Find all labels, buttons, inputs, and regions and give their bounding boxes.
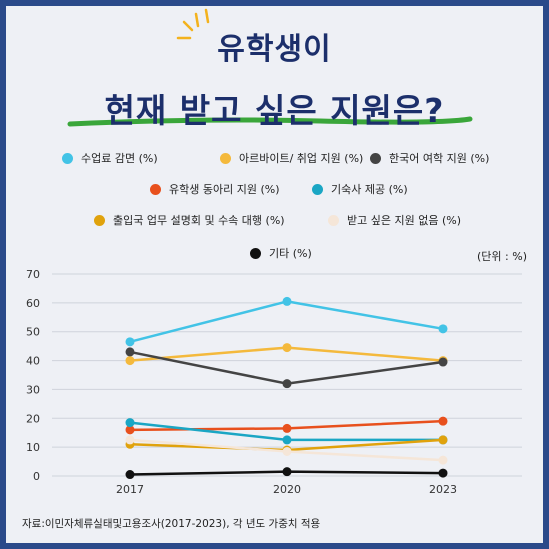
data-point — [125, 470, 135, 480]
legend-swatch — [250, 247, 261, 259]
legend-label: 출입국 업무 설명회 및 수속 대행 (%) — [113, 214, 285, 227]
data-point — [438, 435, 448, 445]
legend-label: 수업료 감면 (%) — [81, 152, 158, 165]
data-point — [438, 416, 448, 426]
y-tick-label: 30 — [26, 383, 40, 396]
legend-label: 받고 싶은 지원 없음 (%) — [347, 214, 461, 227]
y-tick-label: 20 — [26, 412, 40, 425]
legend-label: 아르바이트/ 취업 지원 (%) — [239, 152, 364, 165]
legend-item: 기타 (%) — [250, 245, 312, 261]
data-point — [282, 467, 292, 477]
data-point — [438, 455, 448, 465]
data-point — [125, 356, 135, 366]
data-point — [282, 379, 292, 389]
legend-item: 유학생 동아리 지원 (%) — [150, 181, 279, 197]
legend-item: 출입국 업무 설명회 및 수속 대행 (%) — [94, 212, 285, 228]
legend-item: 기숙사 제공 (%) — [312, 181, 408, 197]
y-tick-label: 70 — [26, 268, 40, 281]
data-point — [438, 324, 448, 334]
sparkle-icon — [176, 8, 210, 40]
data-point — [282, 423, 292, 433]
data-point — [125, 337, 135, 347]
y-tick-label: 60 — [26, 297, 40, 310]
y-tick-label: 10 — [26, 441, 40, 454]
series-line — [129, 300, 444, 344]
legend-item: 받고 싶은 지원 없음 (%) — [328, 212, 461, 228]
data-point — [282, 435, 292, 445]
title-underline — [67, 116, 473, 127]
legend-swatch — [312, 183, 323, 195]
data-point — [125, 418, 135, 428]
x-tick-label: 2017 — [116, 483, 144, 496]
legend-swatch — [220, 152, 231, 164]
legend-label: 한국어 여학 지원 (%) — [389, 152, 490, 165]
data-point — [125, 435, 135, 445]
legend-swatch — [328, 214, 339, 226]
data-point — [125, 347, 135, 357]
y-tick-label: 40 — [26, 355, 40, 368]
data-point — [282, 343, 292, 353]
data-point — [282, 446, 292, 456]
legend-item: 한국어 여학 지원 (%) — [370, 150, 489, 166]
x-tick-label: 2023 — [429, 483, 457, 496]
page-title-line1: 유학생이 — [217, 32, 332, 67]
data-point — [438, 468, 448, 478]
legend-swatch — [94, 214, 105, 226]
legend-label: 기숙사 제공 (%) — [331, 183, 408, 196]
legend-swatch — [150, 183, 161, 195]
legend-label: 유학생 동아리 지원 (%) — [169, 183, 280, 196]
y-tick-label: 0 — [33, 470, 40, 483]
data-point — [125, 425, 135, 435]
legend-item: 아르바이트/ 취업 지원 (%) — [220, 150, 363, 166]
legend-item: 수업료 감면 (%) — [62, 150, 158, 166]
page-title-line2: 현재 받고 싶은 지원은? — [104, 91, 445, 130]
x-tick-label: 2020 — [273, 483, 301, 496]
unit-label: (단위 : %) — [477, 250, 527, 263]
legend-swatch — [62, 152, 73, 164]
data-point — [438, 357, 448, 367]
source-note: 자료:이민자체류실태및고용조사(2017-2023), 각 년도 가중치 적용 — [22, 518, 321, 530]
y-tick-label: 50 — [26, 326, 40, 339]
data-point — [282, 296, 292, 306]
legend-label: 기타 (%) — [269, 247, 312, 260]
legend-swatch — [370, 152, 381, 164]
